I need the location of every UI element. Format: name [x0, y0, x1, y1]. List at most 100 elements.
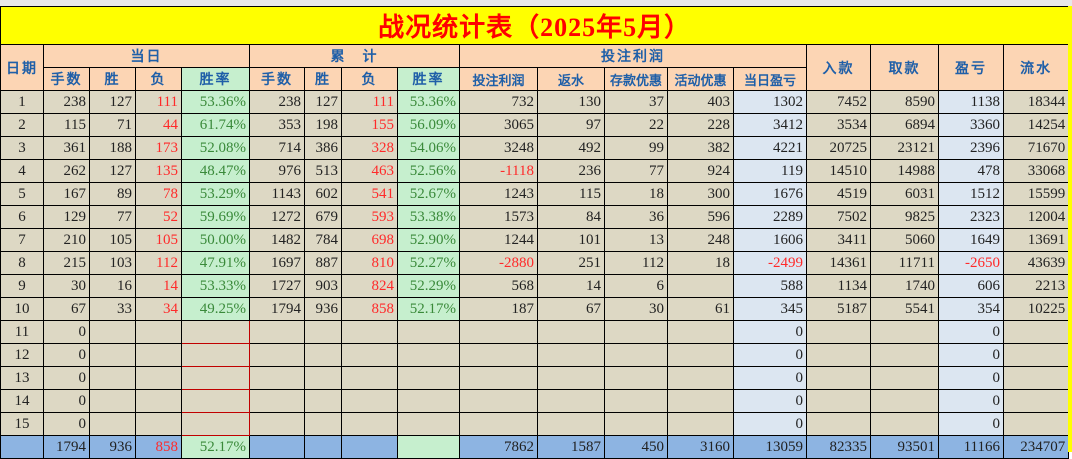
cell[interactable]: 22: [604, 113, 668, 137]
cell[interactable]: [604, 343, 668, 367]
cell[interactable]: 188: [89, 136, 136, 160]
cell[interactable]: [459, 389, 538, 413]
cell[interactable]: 167: [43, 182, 90, 206]
cell[interactable]: 14361: [806, 251, 871, 275]
cell[interactable]: 53.36%: [181, 90, 250, 114]
cell[interactable]: 1697: [249, 251, 305, 275]
cell[interactable]: 5: [0, 182, 44, 206]
cell[interactable]: 105: [89, 228, 136, 252]
cell[interactable]: 12004: [1002, 205, 1070, 229]
cell[interactable]: 0: [938, 320, 1004, 344]
cell[interactable]: 248: [667, 228, 734, 252]
cell[interactable]: 18344: [1002, 90, 1070, 114]
cell[interactable]: 0: [938, 366, 1004, 390]
cell[interactable]: 1243: [459, 182, 538, 206]
cell[interactable]: 0: [938, 389, 1004, 413]
cell[interactable]: 238: [43, 90, 90, 114]
cell[interactable]: 3412: [733, 113, 807, 137]
cell[interactable]: [459, 412, 538, 436]
cell[interactable]: 18: [604, 182, 668, 206]
cell[interactable]: 492: [537, 136, 605, 160]
cell[interactable]: [89, 366, 136, 390]
cell[interactable]: 3534: [806, 113, 871, 137]
cell[interactable]: 14: [537, 274, 605, 298]
cell[interactable]: 105: [135, 228, 182, 252]
cell[interactable]: -2880: [459, 251, 538, 275]
subheader-10[interactable]: 存款优惠: [604, 67, 668, 91]
cell[interactable]: 14: [0, 389, 44, 413]
cell[interactable]: [604, 412, 668, 436]
cell[interactable]: 936: [304, 297, 342, 321]
cell[interactable]: 2396: [938, 136, 1004, 160]
cell[interactable]: 606: [938, 274, 1004, 298]
cell[interactable]: 1302: [733, 90, 807, 114]
cell[interactable]: 13: [0, 366, 44, 390]
cell[interactable]: 112: [604, 251, 668, 275]
cell[interactable]: 0: [733, 412, 807, 436]
cell[interactable]: 5541: [870, 297, 939, 321]
cell[interactable]: 127: [89, 90, 136, 114]
cell[interactable]: 111: [341, 90, 398, 114]
cell[interactable]: [181, 320, 250, 344]
cell[interactable]: 3: [0, 136, 44, 160]
cell[interactable]: [459, 366, 538, 390]
cell[interactable]: [341, 343, 398, 367]
cell[interactable]: 858: [341, 297, 398, 321]
cell[interactable]: [1002, 343, 1070, 367]
cell[interactable]: 588: [733, 274, 807, 298]
cell[interactable]: [249, 320, 305, 344]
subheader-0[interactable]: 手数: [43, 67, 90, 91]
cell[interactable]: 53.38%: [397, 205, 460, 229]
cell[interactable]: [397, 343, 460, 367]
cell[interactable]: 228: [667, 113, 734, 137]
cell[interactable]: 115: [43, 113, 90, 137]
total-cell[interactable]: 7862: [459, 435, 538, 459]
total-cell[interactable]: 1794: [43, 435, 90, 459]
cell[interactable]: 99: [604, 136, 668, 160]
cell[interactable]: 238: [249, 90, 305, 114]
cell[interactable]: 34: [135, 297, 182, 321]
cell[interactable]: 3411: [806, 228, 871, 252]
cell[interactable]: 53.36%: [397, 90, 460, 114]
subheader-2[interactable]: 负: [135, 67, 182, 91]
cell[interactable]: 361: [43, 136, 90, 160]
cell[interactable]: [341, 366, 398, 390]
cell[interactable]: 3360: [938, 113, 1004, 137]
cell[interactable]: 187: [459, 297, 538, 321]
cell[interactable]: 1649: [938, 228, 1004, 252]
cell[interactable]: -2650: [938, 251, 1004, 275]
cell[interactable]: 52: [135, 205, 182, 229]
cell[interactable]: 10225: [1002, 297, 1070, 321]
cell[interactable]: 129: [43, 205, 90, 229]
total-cell[interactable]: 11166: [938, 435, 1004, 459]
cell[interactable]: [181, 366, 250, 390]
cell[interactable]: [667, 389, 734, 413]
subheader-11[interactable]: 活动优惠: [667, 67, 734, 91]
cell[interactable]: 2213: [1002, 274, 1070, 298]
subheader-5[interactable]: 胜: [304, 67, 342, 91]
cell[interactable]: 6031: [870, 182, 939, 206]
cell[interactable]: 135: [135, 159, 182, 183]
cell[interactable]: 52.08%: [181, 136, 250, 160]
cell[interactable]: 1: [0, 90, 44, 114]
cell[interactable]: 463: [341, 159, 398, 183]
cell[interactable]: 77: [89, 205, 136, 229]
cell[interactable]: [304, 412, 342, 436]
header-withdraw[interactable]: 取款: [870, 44, 939, 91]
cell[interactable]: 30: [604, 297, 668, 321]
cell[interactable]: [806, 320, 871, 344]
cell[interactable]: 0: [43, 412, 90, 436]
cell[interactable]: 1134: [806, 274, 871, 298]
cell[interactable]: 155: [341, 113, 398, 137]
cell[interactable]: 1512: [938, 182, 1004, 206]
cell[interactable]: 382: [667, 136, 734, 160]
cell[interactable]: 61: [667, 297, 734, 321]
cell[interactable]: 262: [43, 159, 90, 183]
cell[interactable]: 11711: [870, 251, 939, 275]
cell[interactable]: 345: [733, 297, 807, 321]
cell[interactable]: [667, 366, 734, 390]
cell[interactable]: 2289: [733, 205, 807, 229]
sheet-title[interactable]: 战况统计表（2025年5月）: [0, 6, 1070, 45]
cell[interactable]: 1740: [870, 274, 939, 298]
total-cell[interactable]: [341, 435, 398, 459]
